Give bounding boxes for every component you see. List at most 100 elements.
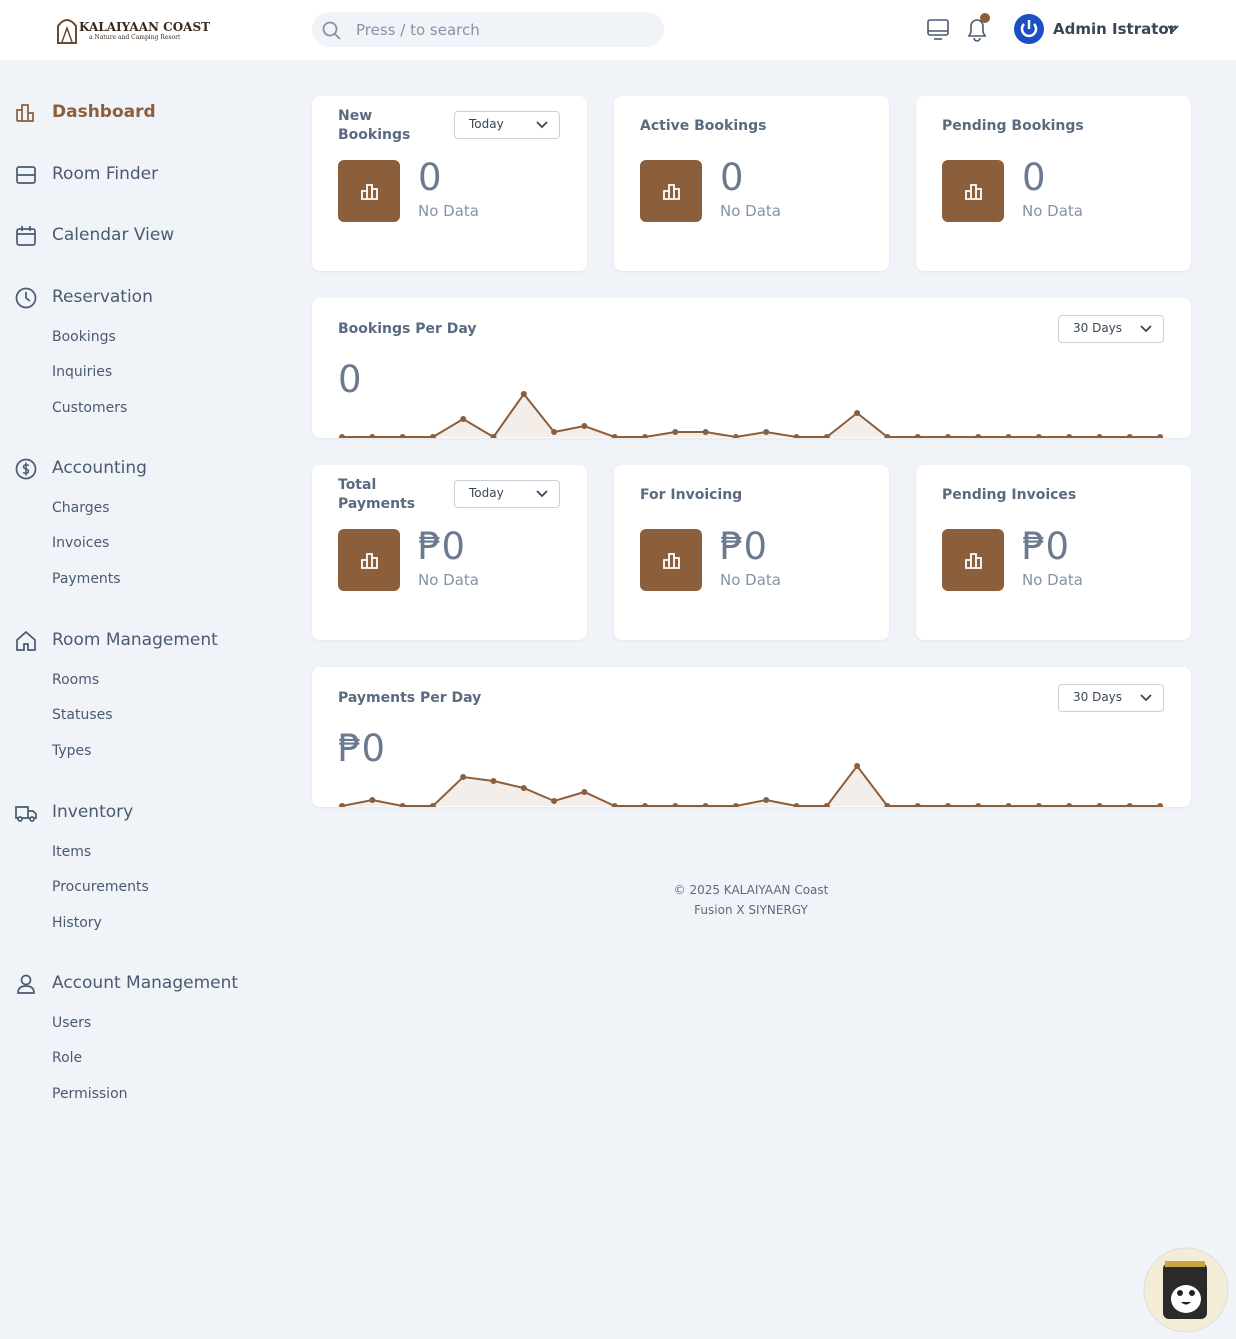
stat-note: No Data bbox=[418, 202, 479, 220]
user-avatar[interactable] bbox=[1013, 13, 1045, 45]
nav-icon bbox=[16, 166, 36, 184]
nav-item[interactable]: Room Finder bbox=[52, 164, 159, 184]
top-bar: KALAIYAAN COAST a Nature and Camping Res… bbox=[0, 0, 1236, 60]
range-label: 30 Days bbox=[1073, 321, 1123, 335]
nav-subitem[interactable]: Items bbox=[52, 844, 92, 860]
sparkline-point bbox=[429, 434, 436, 438]
sparkline-point bbox=[884, 434, 891, 438]
sparkline-point bbox=[520, 391, 527, 397]
nav-icon bbox=[17, 974, 35, 994]
dropdown-chevron bbox=[536, 490, 548, 498]
nav-icon bbox=[16, 226, 36, 246]
sparkline-area bbox=[342, 766, 1161, 806]
nav-item[interactable]: Reservation bbox=[52, 287, 153, 307]
sparkline-point bbox=[702, 429, 709, 435]
sparkline-point bbox=[732, 434, 739, 438]
nav-icon bbox=[16, 104, 34, 122]
nav-subitem[interactable]: History bbox=[52, 914, 102, 931]
sparkline-point bbox=[642, 803, 648, 807]
stat-value: ₱0 bbox=[418, 525, 466, 568]
logo-mark bbox=[57, 19, 77, 44]
nav-item[interactable]: Dashboard bbox=[52, 102, 156, 122]
sparkline-area bbox=[342, 394, 1161, 437]
nav-item[interactable]: Inventory bbox=[52, 802, 134, 822]
footer: © 2025 KALAIYAAN Coast Fusion X SIYNERGY bbox=[560, 880, 942, 920]
range-dropdown[interactable]: 30 Days bbox=[1058, 315, 1164, 343]
user-menu-chevron[interactable] bbox=[1166, 24, 1180, 34]
nav-subitem[interactable]: Procurements bbox=[52, 879, 149, 896]
nav-subitem[interactable]: Bookings bbox=[52, 329, 116, 345]
sparkline-point bbox=[1005, 803, 1012, 807]
range-label: 30 Days bbox=[1073, 690, 1123, 704]
nav-subitem[interactable]: Charges bbox=[52, 500, 110, 516]
user-name[interactable]: Admin Istrator bbox=[1053, 20, 1177, 38]
chart-icon bbox=[965, 184, 982, 200]
nav-icon bbox=[15, 806, 37, 822]
nav-item[interactable]: Calendar View bbox=[52, 225, 175, 245]
sparkline-point bbox=[672, 429, 679, 435]
monitor-icon[interactable] bbox=[926, 18, 950, 42]
sparkline-point bbox=[369, 797, 376, 803]
dropdown-chevron bbox=[1140, 325, 1152, 333]
sparkline-point bbox=[854, 763, 861, 769]
sparkline-point bbox=[854, 410, 861, 416]
chart-value: 0 bbox=[338, 358, 362, 401]
nav-item[interactable]: Account Management bbox=[52, 973, 239, 993]
footer-credit: Fusion X SIYNERGY bbox=[694, 903, 808, 917]
nav-subitem[interactable]: Customers bbox=[52, 399, 128, 416]
nav-subitem[interactable]: Payments bbox=[52, 570, 121, 587]
search-icon bbox=[322, 21, 341, 40]
sparkline-point bbox=[1126, 434, 1133, 438]
nav-item[interactable]: Accounting bbox=[52, 458, 147, 478]
nav-subitem[interactable]: Statuses bbox=[52, 707, 113, 724]
stat-value: ₱0 bbox=[720, 525, 768, 568]
sparkline-point bbox=[672, 803, 679, 807]
nav-subitem[interactable]: Rooms bbox=[52, 672, 100, 688]
sparkline-point bbox=[611, 803, 618, 807]
chart-icon bbox=[965, 553, 982, 569]
sparkline-point bbox=[490, 778, 497, 784]
sparkline-point bbox=[520, 785, 527, 791]
nav-subitem[interactable]: Role bbox=[52, 1050, 83, 1067]
nav-item[interactable]: Room Management bbox=[52, 630, 218, 650]
sparkline-point bbox=[793, 803, 800, 807]
sparkline-point bbox=[399, 434, 406, 438]
sparkline-line bbox=[342, 392, 1161, 438]
stat-icon bbox=[942, 529, 1004, 591]
nav-subitem[interactable]: Types bbox=[52, 742, 92, 759]
sparkline-point bbox=[914, 434, 921, 438]
range-dropdown[interactable]: 30 Days bbox=[1058, 684, 1164, 712]
stat-card: Total Payments Today ₱0 No Data bbox=[312, 465, 587, 640]
filter-dropdown[interactable]: Today bbox=[454, 111, 560, 139]
sparkline-point bbox=[1035, 434, 1042, 438]
sparkline-point bbox=[793, 434, 800, 438]
stat-value: 0 bbox=[720, 156, 744, 199]
nav-subitem[interactable]: Permission bbox=[52, 1085, 128, 1102]
stat-value: 0 bbox=[1022, 156, 1046, 199]
dropdown-chevron bbox=[1140, 694, 1152, 702]
sparkline-point bbox=[763, 429, 770, 435]
stat-note: No Data bbox=[1022, 202, 1083, 220]
sparkline-point bbox=[884, 803, 891, 807]
sparkline-point bbox=[945, 803, 951, 807]
filter-dropdown[interactable]: Today bbox=[454, 480, 560, 508]
sparkline-point bbox=[460, 774, 467, 780]
sparkline-point bbox=[702, 803, 709, 807]
logo-title: KALAIYAAN COAST bbox=[79, 20, 211, 34]
search-box[interactable]: Press / to search bbox=[312, 12, 664, 47]
notification-icon[interactable] bbox=[964, 11, 994, 43]
assistant-mascot[interactable] bbox=[1143, 1247, 1229, 1333]
nav-subitem[interactable]: Users bbox=[52, 1015, 92, 1031]
sparkline-point bbox=[339, 803, 345, 807]
nav-subitem[interactable]: Invoices bbox=[52, 535, 110, 552]
sparkline-point bbox=[1096, 434, 1103, 438]
sparkline-point bbox=[369, 434, 376, 438]
nav-subitem[interactable]: Inquiries bbox=[52, 364, 113, 381]
stat-icon bbox=[640, 160, 702, 222]
sparkline-point bbox=[763, 797, 770, 803]
sparkline-point bbox=[945, 434, 951, 438]
sparkline-point bbox=[1035, 803, 1042, 807]
stat-card: Active Bookings 0 No Data bbox=[614, 96, 889, 271]
stat-note: No Data bbox=[1022, 571, 1083, 589]
